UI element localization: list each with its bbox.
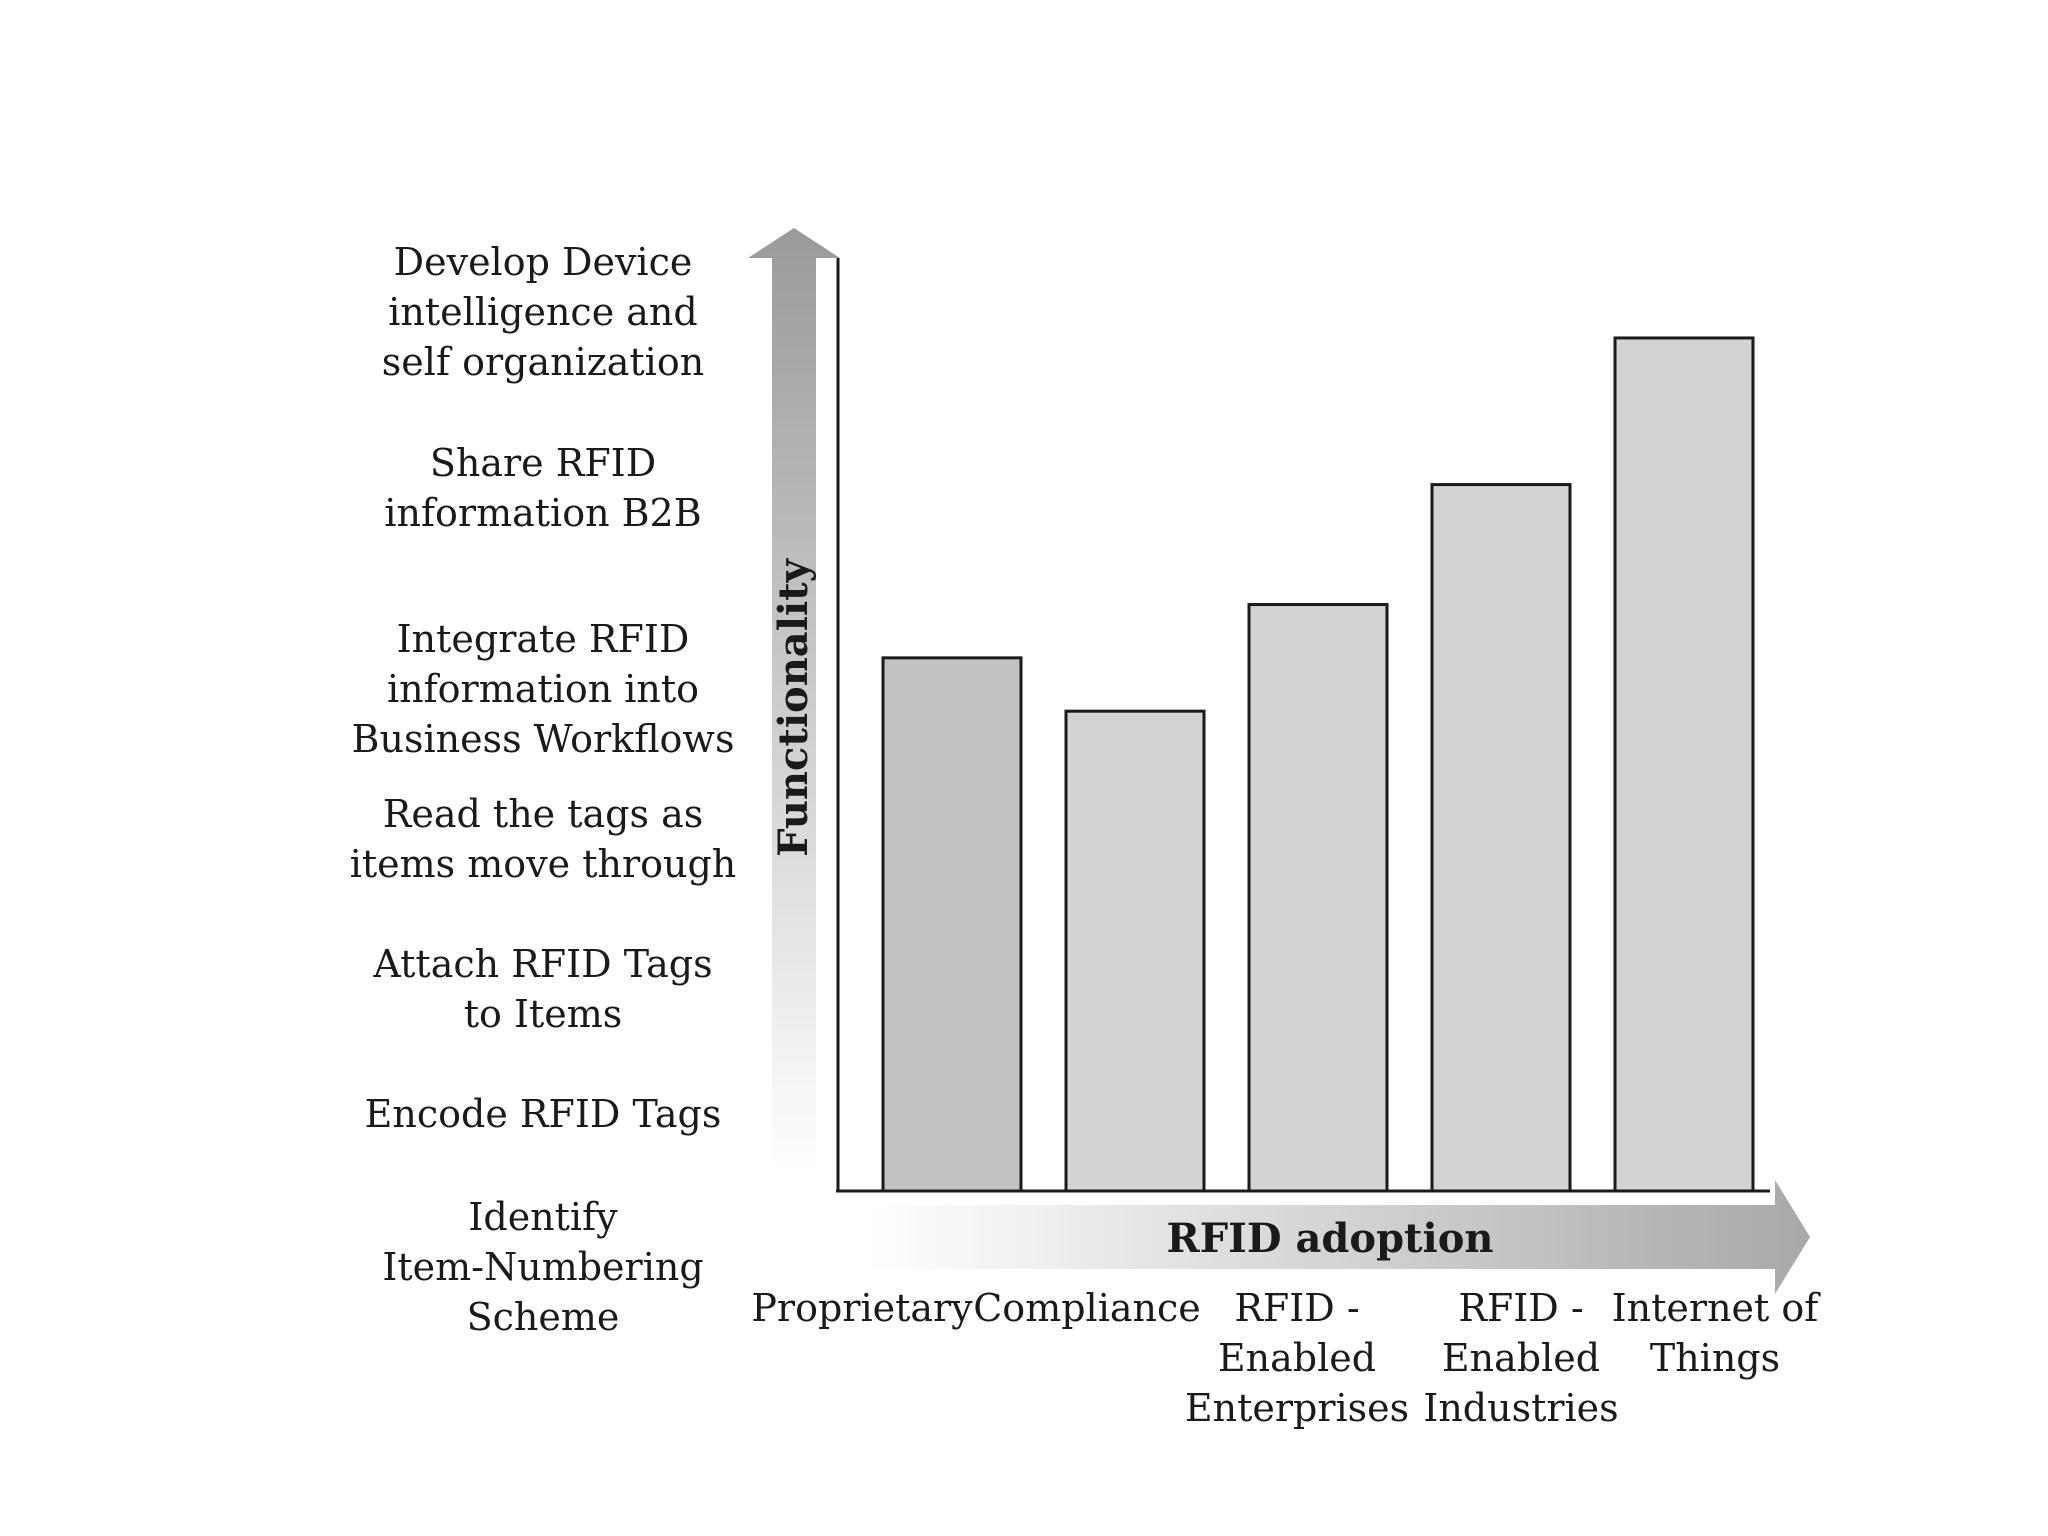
y-level-label-7: Develop Device intelligence and self organ… [382,240,704,384]
y-level-line: Attach RFID Tags [372,942,712,986]
y-level-labels: Identify Item-Numbering Scheme Encode RFID … [350,240,737,1339]
y-level-line: Develop Device [394,240,693,284]
x-category-label-5: Internet of Things [1612,1286,1822,1380]
y-level-label-6: Share RFID information B2B [384,441,701,535]
x-category-line: Internet of [1612,1286,1822,1330]
bar-series [881,336,1755,1193]
y-level-label-4: Read the tags as items move through [350,792,737,886]
x-axis-title: RFID adoption [1167,1215,1494,1262]
y-level-line: Item-Numbering [382,1245,703,1289]
y-level-label-5: Integrate RFID information into Business W… [352,617,735,761]
x-category-label-1: Proprietary [751,1286,973,1330]
y-level-line: intelligence and [388,290,697,334]
y-level-line: information into [387,667,699,711]
bar-4 [1430,483,1572,1193]
y-level-line: information B2B [384,491,701,535]
x-category-labels: Proprietary Compliance RFID - Enabled Enterp… [751,1286,1821,1430]
x-category-line: Compliance [973,1286,1201,1330]
y-level-line: items move through [350,842,737,886]
y-level-line: Encode RFID Tags [365,1092,722,1136]
x-category-line: Industries [1423,1386,1618,1430]
bar-5 [1613,336,1755,1193]
y-level-line: Identify [468,1195,618,1239]
y-level-line: Business Workflows [352,717,735,761]
x-category-label-2: Compliance [973,1286,1201,1330]
y-level-line: Read the tags as [383,792,703,836]
y-level-line: self organization [382,340,704,384]
y-level-line: Share RFID [430,441,656,485]
x-axis-arrow [868,1180,1810,1294]
y-axis-title: Functionality [770,557,817,856]
bar-2 [1064,709,1206,1193]
y-level-line: Scheme [467,1295,620,1339]
x-category-line: Enterprises [1185,1386,1409,1430]
y-level-label-2: Encode RFID Tags [365,1092,722,1136]
x-category-line: Proprietary [751,1286,973,1330]
y-axis-arrow [748,228,840,1175]
bar-1 [881,656,1023,1193]
x-category-line: Things [1650,1336,1780,1380]
y-level-line: to Items [464,992,623,1036]
y-level-label-3: Attach RFID Tags to Items [372,942,712,1036]
bar-3 [1247,603,1389,1193]
x-category-line: Enabled [1218,1336,1376,1380]
x-category-line: RFID - [1458,1286,1583,1330]
x-category-label-3: RFID - Enabled Enterprises [1185,1286,1409,1430]
x-category-line: Enabled [1442,1336,1600,1380]
x-category-label-4: RFID - Enabled Industries [1423,1286,1618,1430]
y-level-line: Integrate RFID [397,617,690,661]
x-category-line: RFID - [1234,1286,1359,1330]
y-level-label-1: Identify Item-Numbering Scheme [382,1195,703,1339]
